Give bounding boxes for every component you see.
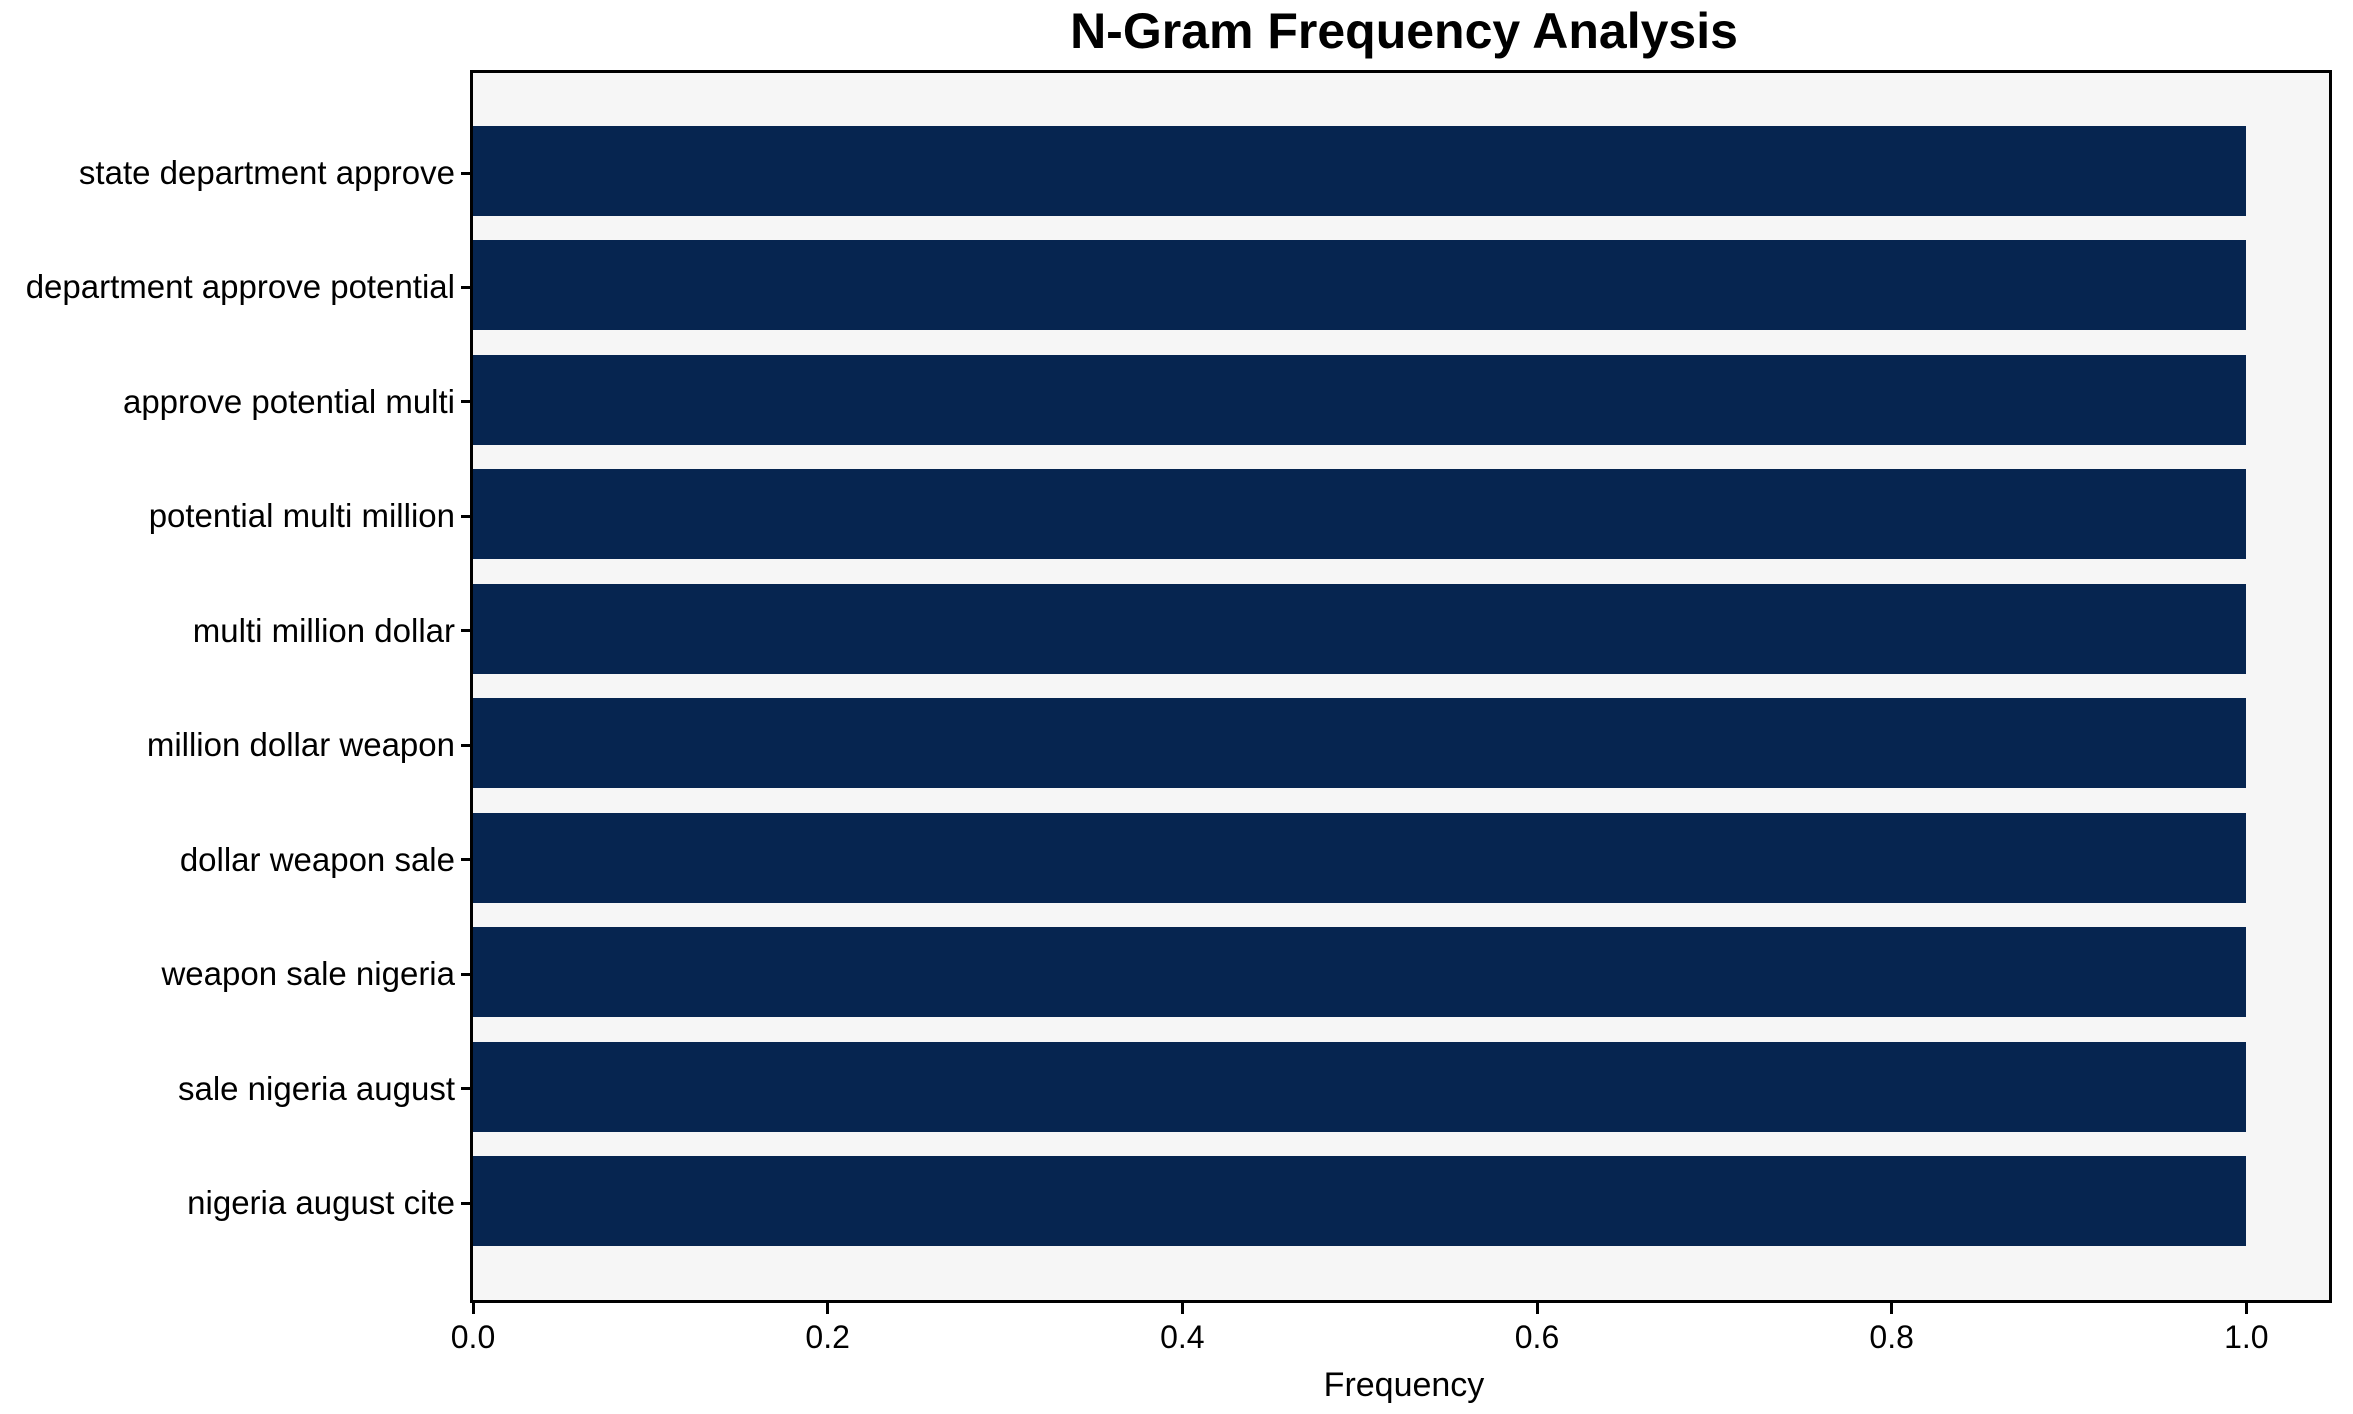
x-tick-label: 0.8: [1869, 1319, 1914, 1355]
x-tick-label: 0.6: [1514, 1319, 1560, 1355]
y-tick-mark: [461, 400, 473, 404]
x-tick-mark: [471, 1303, 475, 1314]
y-tick-mark: [461, 514, 473, 518]
x-tick-mark: [1535, 1303, 1539, 1314]
y-axis-label: weapon sale nigeria: [161, 955, 455, 993]
bar: [473, 927, 2246, 1018]
y-tick-mark: [461, 171, 473, 175]
y-axis-label: multi million dollar: [192, 611, 455, 649]
y-tick-mark: [461, 743, 473, 747]
y-axis-label: nigeria august cite: [187, 1184, 455, 1221]
y-tick-mark: [461, 858, 473, 862]
plot-area: [470, 70, 2332, 1303]
y-tick-mark: [461, 972, 473, 976]
y-axis-label: state department approve: [78, 154, 455, 191]
x-tick-mark: [2244, 1303, 2248, 1314]
bar: [473, 1156, 2246, 1246]
bar: [473, 812, 2246, 903]
y-axis-label: million dollar weapon: [146, 726, 455, 764]
bar: [473, 240, 2246, 331]
bar: [473, 698, 2246, 789]
chart-title: N-Gram Frequency Analysis: [1070, 3, 1738, 59]
x-tick-label: 1.0: [2224, 1319, 2269, 1355]
y-axis-label: approve potential multi: [122, 382, 455, 420]
y-tick-mark: [461, 1087, 473, 1091]
x-axis-label: Frequency: [1323, 1366, 1485, 1404]
bar: [473, 1041, 2246, 1132]
x-tick-mark: [1890, 1303, 1894, 1314]
bar: [473, 126, 2246, 216]
x-tick-label: 0.4: [1160, 1319, 1205, 1355]
bar: [473, 354, 2246, 445]
x-tick-mark: [826, 1303, 830, 1314]
x-tick-mark: [1180, 1303, 1184, 1314]
x-tick-label: 0.2: [805, 1319, 850, 1355]
y-axis-label: department approve potential: [25, 268, 455, 306]
y-tick-mark: [461, 285, 473, 289]
y-tick-mark: [461, 1201, 473, 1205]
bar: [473, 583, 2246, 674]
y-axis-label: potential multi million: [148, 497, 455, 535]
y-axis-label: dollar weapon sale: [179, 840, 455, 878]
bar: [473, 469, 2246, 560]
y-tick-mark: [461, 629, 473, 633]
x-tick-label: 0.0: [450, 1319, 496, 1355]
y-axis-label: sale nigeria august: [177, 1069, 455, 1107]
